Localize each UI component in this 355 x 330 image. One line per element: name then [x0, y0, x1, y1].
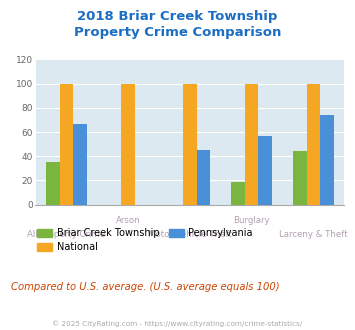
Bar — [231, 182, 245, 205]
Bar — [73, 123, 87, 205]
Bar — [293, 151, 307, 205]
Bar — [46, 162, 60, 205]
Text: Larceny & Theft: Larceny & Theft — [279, 230, 348, 239]
Text: Compared to U.S. average. (U.S. average equals 100): Compared to U.S. average. (U.S. average … — [11, 282, 279, 292]
Bar — [245, 83, 258, 205]
Text: © 2025 CityRating.com - https://www.cityrating.com/crime-statistics/: © 2025 CityRating.com - https://www.city… — [53, 320, 302, 327]
Text: 2018 Briar Creek Township
Property Crime Comparison: 2018 Briar Creek Township Property Crime… — [74, 10, 281, 39]
Legend: Briar Creek Township, National, Pennsylvania: Briar Creek Township, National, Pennsylv… — [33, 224, 257, 256]
Bar — [121, 83, 135, 205]
Bar — [197, 150, 210, 205]
Text: All Property Crime: All Property Crime — [27, 230, 105, 239]
Bar — [258, 136, 272, 205]
Bar — [183, 83, 197, 205]
Text: Motor Vehicle Theft: Motor Vehicle Theft — [148, 230, 232, 239]
Text: Arson: Arson — [116, 216, 141, 225]
Bar — [307, 83, 320, 205]
Text: Burglary: Burglary — [233, 216, 270, 225]
Bar — [320, 115, 334, 205]
Bar — [60, 83, 73, 205]
